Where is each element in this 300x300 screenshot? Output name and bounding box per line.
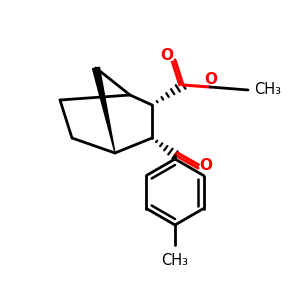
Text: O: O xyxy=(160,47,173,62)
Text: CH₃: CH₃ xyxy=(161,253,188,268)
Text: CH₃: CH₃ xyxy=(254,82,281,98)
Text: O: O xyxy=(200,158,212,172)
Text: O: O xyxy=(205,71,218,86)
Polygon shape xyxy=(93,67,115,153)
